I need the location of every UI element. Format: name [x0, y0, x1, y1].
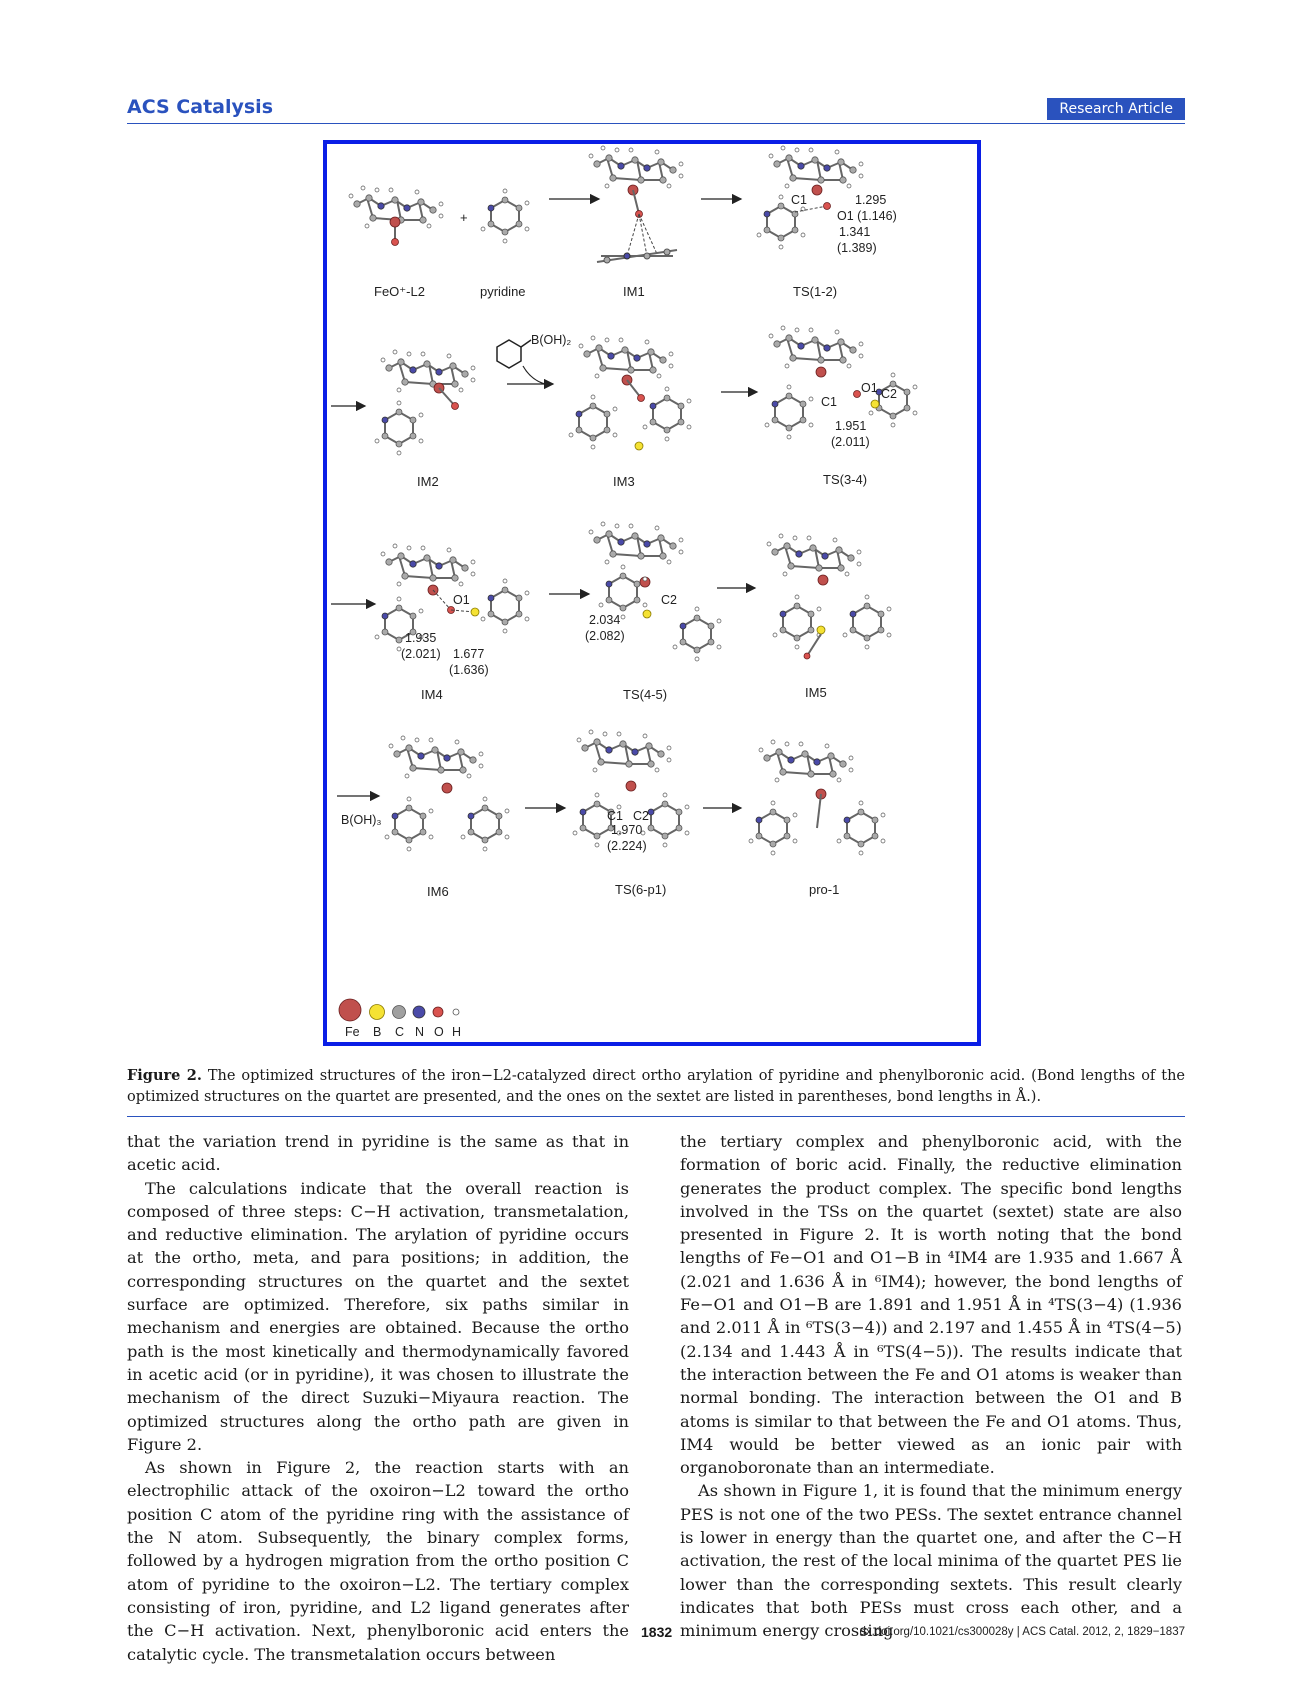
page-header: ACS Catalysis Research Article — [127, 96, 1185, 124]
ts6p1-label-c1: C1 — [607, 809, 623, 823]
figure-caption: Figure 2. The optimized structures of th… — [127, 1065, 1185, 1108]
header-rule — [127, 123, 1185, 124]
ts12-bond-2-sextet: (1.389) — [837, 241, 877, 255]
structure-phenylboronic-acid: B(OH)₂ — [496, 333, 571, 369]
ts45-bond: 2.034 — [589, 613, 620, 627]
ts45-bond-sextet: (2.082) — [585, 629, 625, 643]
im4-bond-1-sextet: (2.021) — [401, 647, 441, 661]
structure-im5 — [766, 533, 892, 660]
ts12-bond-2: 1.341 — [839, 225, 870, 239]
legend-c-icon — [392, 1005, 406, 1019]
caption-text: The optimized structures of the iron−L2-… — [127, 1068, 1185, 1105]
caption-label: Figure 2. — [127, 1067, 202, 1084]
ts34-bond-sextet: (2.011) — [831, 435, 870, 449]
ts12-label-c1: C1 — [791, 193, 807, 207]
body-column-left: that the variation trend in pyridine is … — [127, 1130, 629, 1666]
structure-im6 — [384, 735, 510, 852]
legend-n-icon — [412, 1005, 426, 1019]
panel-label-pyridine: pyridine — [480, 284, 526, 299]
legend-c: C — [395, 1025, 404, 1039]
panel-label-ts6p1: TS(6-p1) — [615, 882, 666, 897]
body-column-right: the tertiary complex and phenylboronic a… — [680, 1130, 1182, 1643]
ts6p1-label-c2: C2 — [633, 809, 649, 823]
journal-name: ACS Catalysis — [127, 96, 273, 118]
page-number: 1832 — [641, 1624, 673, 1640]
caption-rule — [127, 1116, 1185, 1117]
article-type-badge: Research Article — [1047, 98, 1185, 120]
panel-label-im5: IM5 — [805, 685, 827, 700]
im4-bond-2: 1.677 — [453, 647, 484, 661]
structure-im3 — [568, 335, 692, 451]
legend-o-icon — [432, 1006, 444, 1018]
panel-label-im3: IM3 — [613, 474, 635, 489]
svg-text:+: + — [460, 210, 468, 225]
ts12-bond-1: 1.295 — [855, 193, 886, 207]
footer-citation: dx.doi.org/10.1021/cs300028y | ACS Catal… — [859, 1626, 1185, 1638]
panel-label-feo-l2: FeO⁺-L2 — [374, 284, 425, 299]
legend-h: H — [452, 1025, 461, 1039]
legend-o: O — [434, 1025, 444, 1039]
legend-h-icon — [452, 1008, 460, 1016]
ts12-label-o1: O1 (1.146) — [837, 209, 897, 223]
legend-n: N — [415, 1025, 424, 1039]
panel-label-pro-1: pro-1 — [809, 882, 839, 897]
reagent-boric: B(OH)₃ — [341, 813, 382, 827]
ts6p1-bond: 1.970 — [611, 823, 642, 837]
legend-b: B — [373, 1025, 381, 1039]
legend-fe-icon — [338, 998, 362, 1022]
structure-ts45: C2 2.034 (2.082) — [585, 521, 722, 662]
structure-im4: O1 1.935 (2.021) 1.677 (1.636) — [374, 543, 530, 677]
paragraph: As shown in Figure 1, it is found that t… — [680, 1481, 1182, 1641]
structure-im1 — [588, 145, 684, 264]
reagent-boronic: B(OH)₂ — [531, 333, 571, 347]
panel-label-im6: IM6 — [427, 884, 449, 899]
panel-label-ts45: TS(4-5) — [623, 687, 667, 702]
structure-pyridine — [480, 188, 530, 244]
im4-label-o1: O1 — [453, 593, 470, 607]
paragraph: that the variation trend in pyridine is … — [127, 1132, 629, 1175]
atom-legend: Fe B C N O H — [338, 998, 461, 1039]
legend-fe: Fe — [345, 1025, 360, 1039]
structure-im2 — [374, 349, 476, 456]
panel-label-im2: IM2 — [417, 474, 439, 489]
figure-2-svg: + C1 1.295 O1 (1.146) 1.341 — [331, 145, 918, 1039]
paragraph: The calculations indicate that the overa… — [127, 1178, 629, 1454]
structure-feo-l2 — [348, 185, 444, 246]
structure-ts12: C1 1.295 O1 (1.146) 1.341 (1.389) — [756, 145, 897, 255]
ts34-label-c1: C1 — [821, 395, 837, 409]
panel-label-ts12: TS(1-2) — [793, 284, 837, 299]
im4-bond-1: 1.935 — [405, 631, 436, 645]
paragraph: the tertiary complex and phenylboronic a… — [680, 1132, 1182, 1478]
structure-ts34: C1 O1 C2 1.951 (2.011) — [764, 325, 918, 449]
ts34-label-o1: O1 — [861, 381, 878, 395]
ts45-label-c2: C2 — [661, 593, 677, 607]
structure-pro-1 — [748, 739, 886, 856]
legend-b-icon — [369, 1004, 385, 1020]
ts6p1-bond-sextet: (2.224) — [607, 839, 647, 853]
panel-label-im1: IM1 — [623, 284, 645, 299]
im4-bond-2-sextet: (1.636) — [449, 663, 489, 677]
structure-ts6p1: C1 C2 1.970 (2.224) — [572, 729, 690, 853]
panel-label-im4: IM4 — [421, 687, 443, 702]
ts34-bond: 1.951 — [835, 419, 866, 433]
panel-label-ts34: TS(3-4) — [823, 472, 867, 487]
figure-2: + C1 1.295 O1 (1.146) 1.341 — [323, 140, 981, 1046]
paragraph: As shown in Figure 2, the reaction start… — [127, 1458, 629, 1664]
ts34-label-c2: C2 — [881, 387, 897, 401]
